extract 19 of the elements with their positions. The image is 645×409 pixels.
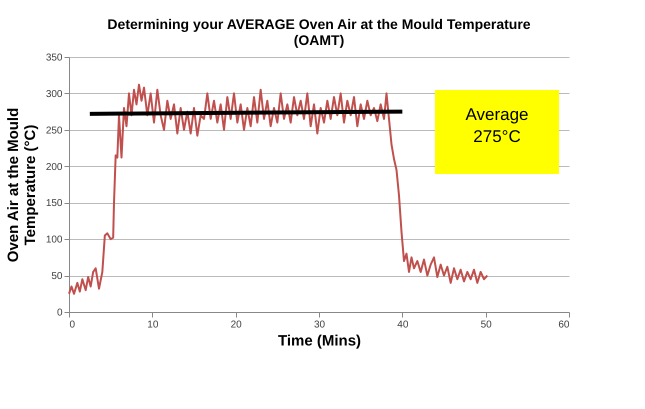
x-axis-title: Time (Mins) — [278, 332, 362, 350]
y-tick-label: 50 — [51, 271, 63, 282]
x-tick-label: 10 — [147, 320, 159, 330]
x-tick-label: 30 — [314, 320, 326, 330]
x-tick-label: 40 — [397, 320, 409, 330]
x-tick-label: 50 — [480, 320, 492, 330]
x-tick-label: 20 — [230, 320, 242, 330]
y-tick-label: 200 — [46, 162, 63, 173]
x-tick-label: 60 — [558, 320, 570, 330]
y-axis-title: Oven Air at the Mould Temperature (°C) — [4, 108, 39, 262]
annotation: Average 275°C — [465, 105, 529, 146]
y-tick-label: 100 — [46, 234, 63, 246]
x-tick-label: 0 — [70, 320, 76, 330]
y-tick-label: 150 — [46, 198, 63, 210]
y-tick-label: 250 — [46, 125, 63, 136]
y-tick-label: 0 — [56, 308, 63, 318]
y-tick-label: 300 — [46, 88, 63, 100]
y-tick-label: 350 — [46, 52, 63, 64]
chart-title: Determining your AVERAGE Oven Air at the Mould Temperature (OAMT) — [107, 16, 531, 48]
